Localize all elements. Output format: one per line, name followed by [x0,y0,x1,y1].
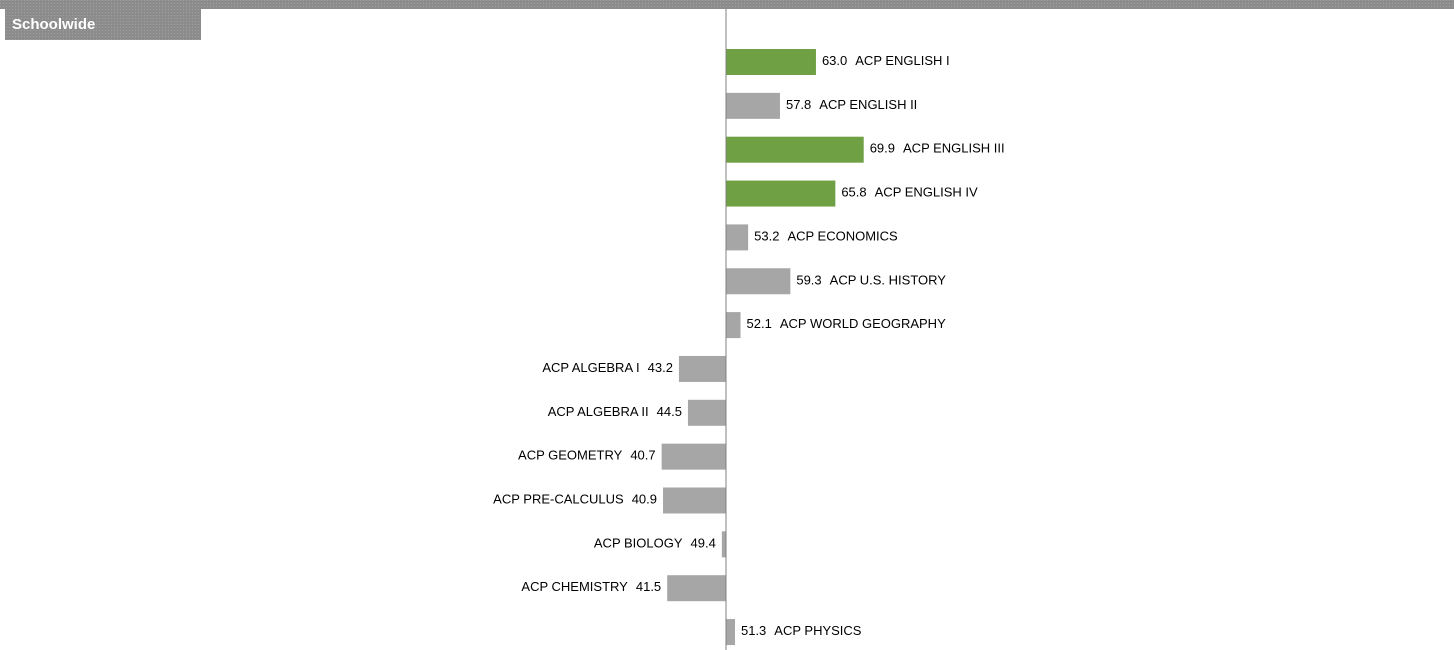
value-label: 52.1 [747,317,772,332]
category-label: ACP ECONOMICS [787,229,898,244]
bar-label: ACP BIOLOGY 49.4 [594,536,716,551]
category-label: ACP ENGLISH III [903,141,1005,156]
bar [726,49,816,75]
bar [678,355,726,382]
value-label: 43.2 [648,360,673,375]
bar-label: ACP PRE-CALCULUS 40.9 [493,492,657,507]
value-label: 59.3 [796,273,821,288]
value-label: 53.2 [754,229,779,244]
category-label: ACP ENGLISH I [855,53,949,68]
bar [726,268,791,295]
chart-title: Schoolwide [12,16,95,33]
category-label: ACP PHYSICS [774,623,862,638]
value-label: 57.8 [786,97,811,112]
category-label: ACP ENGLISH II [819,97,917,112]
category-label: ACP WORLD GEOGRAPHY [780,317,946,332]
bar [661,443,726,470]
bar [726,224,749,251]
bar-label: ACP GEOMETRY 40.7 [518,448,656,463]
bar-label: ACP CHEMISTRY 41.5 [521,580,661,595]
value-label: 40.9 [632,492,657,507]
category-label: ACP ALGEBRA II [548,404,649,419]
bar-label: 59.3 ACP U.S. HISTORY [796,273,946,288]
value-label: 49.4 [691,536,716,551]
bar [721,531,726,558]
bar-label: ACP ALGEBRA I 43.2 [542,360,673,375]
bar-label: 63.0 ACP ENGLISH I [822,53,950,68]
value-label: 40.7 [630,448,655,463]
value-label: 44.5 [657,404,682,419]
bar-label: 51.3 ACP PHYSICS [741,623,862,638]
value-label: 65.8 [841,185,866,200]
header-bar [0,0,1454,9]
category-label: ACP ENGLISH IV [875,185,978,200]
value-label: 51.3 [741,623,766,638]
category-label: ACP ALGEBRA I [542,360,639,375]
bar [726,619,735,646]
bar [663,487,726,514]
bar [726,312,741,339]
bar [687,399,726,426]
bar-label: 69.9 ACP ENGLISH III [870,141,1005,156]
value-label: 69.9 [870,141,895,156]
value-label: 63.0 [822,53,847,68]
category-label: ACP BIOLOGY [594,536,683,551]
bar-label: ACP ALGEBRA II 44.5 [548,404,682,419]
bar-label: 57.8 ACP ENGLISH II [786,97,917,112]
category-label: ACP GEOMETRY [518,448,623,463]
bar [726,180,836,207]
category-label: ACP CHEMISTRY [521,580,628,595]
category-label: ACP PRE-CALCULUS [493,492,624,507]
bar [667,575,726,602]
bar-label: 65.8 ACP ENGLISH IV [841,185,978,200]
bar [726,136,864,163]
bar-label: 52.1 ACP WORLD GEOGRAPHY [747,317,947,332]
value-label: 41.5 [636,580,661,595]
bar-label: 53.2 ACP ECONOMICS [754,229,898,244]
category-label: ACP U.S. HISTORY [830,273,947,288]
bar [726,92,780,119]
header-tab [5,9,201,40]
